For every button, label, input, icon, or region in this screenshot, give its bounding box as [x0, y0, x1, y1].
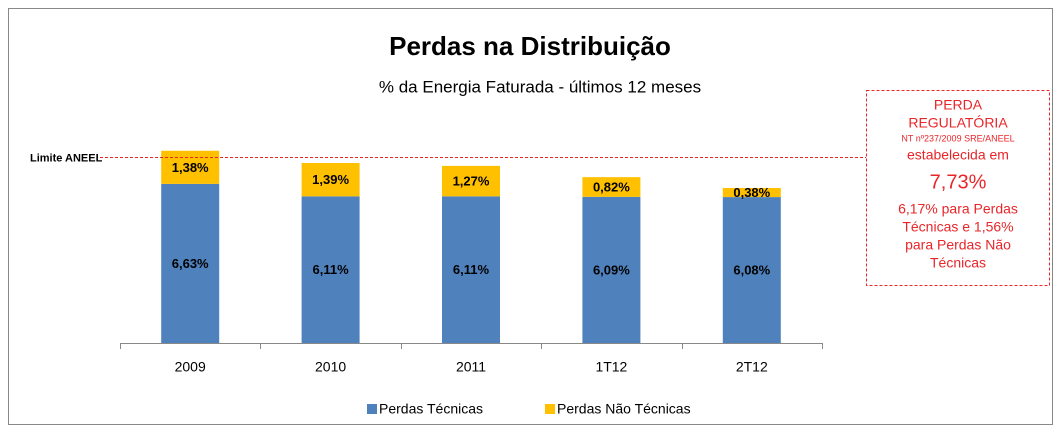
annotation-text: PERDA [934, 97, 983, 113]
data-label: 6,63% [172, 256, 209, 271]
annotation-text: Técnicas [930, 255, 986, 271]
bar-segment [582, 196, 641, 343]
data-label: 6,11% [453, 262, 490, 277]
x-tick-label: 2011 [456, 359, 486, 375]
bar-segment [582, 177, 641, 197]
data-label: 1,27% [453, 174, 490, 189]
annotation-box: PERDA REGULATÓRIA NT nº237/2009 SRE/ANEE… [866, 90, 1050, 286]
limit-label: Limite ANEEL [30, 152, 103, 164]
chart-title: Perdas na Distribuição [389, 31, 671, 61]
x-tick-label: 2T12 [736, 359, 768, 375]
x-tick-label: 2010 [315, 359, 346, 375]
legend-swatch [545, 404, 555, 414]
bar-segment [161, 183, 220, 343]
bar-segment [442, 165, 500, 197]
annotation-text: Técnicas e 1,56% [902, 219, 1013, 235]
bar-segment [301, 196, 360, 343]
bar-segment [161, 150, 220, 184]
annotation-text: para Perdas Não [905, 237, 1011, 253]
data-label: 6,09% [593, 262, 630, 277]
annotation-border [866, 90, 1050, 286]
data-label: 1,39% [312, 172, 349, 187]
legend-swatch [367, 404, 377, 414]
annotation-text: NT nº237/2009 SRE/ANEEL [901, 133, 1014, 143]
x-tick-label: 2009 [175, 359, 206, 375]
data-label: 0,82% [593, 179, 630, 194]
bar-segment [722, 187, 781, 198]
chart-subtitle: % da Energia Faturada - últimos 12 meses [379, 77, 701, 96]
x-tick-label: 1T12 [595, 359, 627, 375]
annotation-text: 6,17% para Perdas [898, 201, 1018, 217]
annotation-text: REGULATÓRIA [908, 115, 1008, 131]
data-label: 6,11% [313, 262, 350, 277]
bar-segment [722, 197, 781, 343]
data-label: 1,38% [172, 160, 209, 175]
annotation-text: estabelecida em [907, 147, 1009, 163]
legend-label: Perdas Não Técnicas [557, 401, 691, 417]
annotation-value: 7,73% [930, 171, 987, 193]
data-label: 6,08% [733, 262, 770, 277]
bar-segment [301, 163, 360, 197]
bar-segment [442, 196, 500, 343]
data-label: 0,38% [733, 185, 770, 200]
legend-label: Perdas Técnicas [379, 401, 483, 417]
